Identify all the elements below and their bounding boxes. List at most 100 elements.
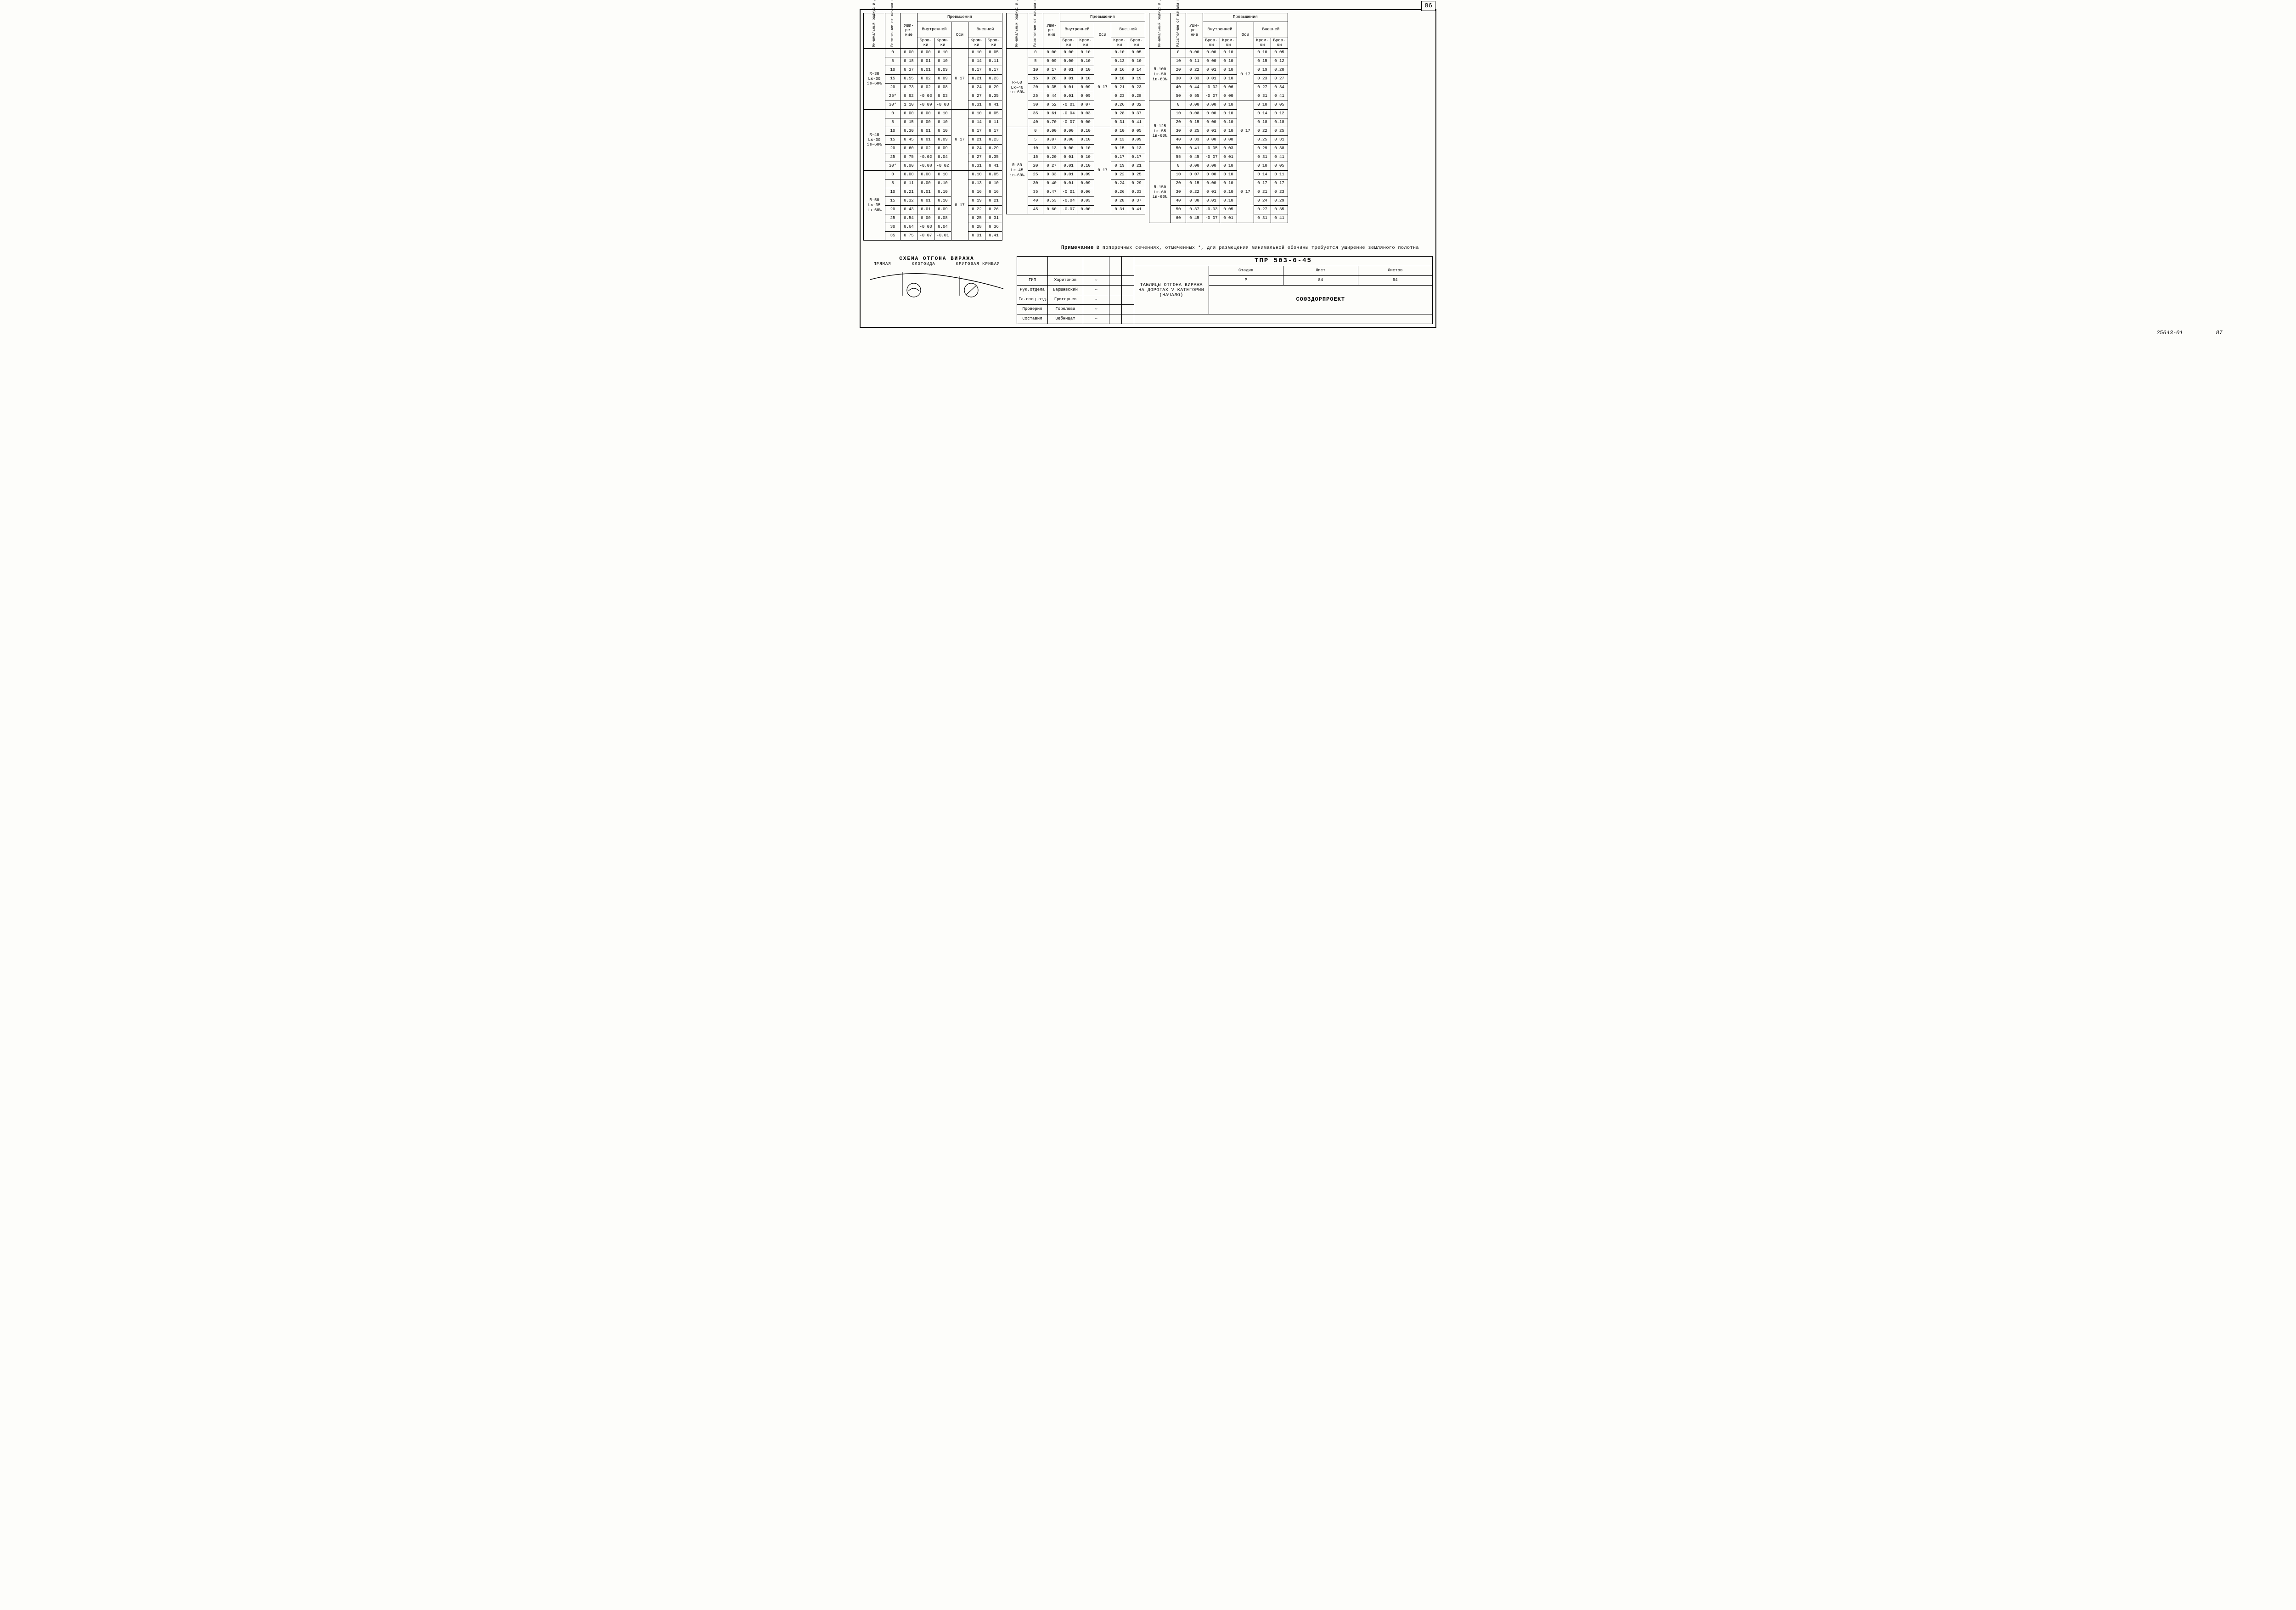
cell: 0 00 [1203,171,1220,180]
cell: 0 43 [900,206,917,214]
cell: 20 [1028,84,1043,92]
cell: 0.31 [968,162,985,171]
page-number-top: 86 [1421,1,1435,11]
cell: 0.00 [1203,162,1220,171]
cell: 0 26 [1043,75,1060,84]
cell: 0.27 [1254,206,1271,214]
cell: 0.30 [900,127,917,136]
cell: 0 00 [1220,92,1237,101]
cell: 0 09 [934,75,951,84]
cell: 0.29 [985,145,1002,153]
tb-sheets-h: Листов [1358,266,1433,276]
drawing-frame: 86 Минимальный радиус и длина клотоиды, … [860,9,1436,328]
cell: 0 37 [1128,110,1145,118]
cell: -0.02 [917,153,934,162]
group-label: R-60 Lк-40 iв-60‰ [1007,49,1028,127]
cell: 0 10 [1220,110,1237,118]
cell: 0 00 [917,118,934,127]
cell: 0 25 [1186,127,1203,136]
cell: 0.13 [968,180,985,188]
cell: 0 27 [1043,162,1060,171]
cell: 0.01 [1060,171,1077,180]
cell: 0 16 [968,188,985,197]
table-row: R-40 Lк-30 iв-60‰00 000 000 100 170 100 … [864,110,1002,118]
group-label: R-30 Lк-30 iв-60‰ [864,49,885,110]
cell: -0.03 [1203,206,1220,214]
cell: 10 [1171,171,1186,180]
role-4-n: Зебницат [1048,314,1083,324]
role-1-t: Рук.отдела [1017,286,1048,295]
cell: 0 01 [917,136,934,145]
role-2-t: Гл.спец.отд. [1017,295,1048,305]
cell: 0 16 [985,188,1002,197]
cell: 0 10 [1220,101,1237,110]
doc-number: 25643-01 [2156,330,2183,336]
cell: 0 24 [968,145,985,153]
cell: 0 14 [1128,66,1145,75]
cell: 0 92 [900,92,917,101]
h-osi: Оси [1237,22,1254,49]
cell: 0 14 [968,57,985,66]
cell: 0.00 [1186,101,1203,110]
cell: 25 [1028,92,1043,101]
cell: 0 25 [1128,171,1145,180]
schema-label-3: КРУГОВАЯ КРИВАЯ [956,262,1000,266]
cell: 0.35 [985,153,1002,162]
cell: 0 55 [1186,92,1203,101]
cell: 25 [885,214,900,223]
role-0-n: Харитонов [1048,276,1083,286]
cell: 0.17 [985,66,1002,75]
cell: 0 27 [1254,84,1271,92]
cell: 0 73 [900,84,917,92]
cell: 0 31 [1254,92,1271,101]
cell-osi: 0 17 [1237,49,1254,101]
cell: -0 07 [917,232,934,241]
tb-sheet: 84 [1283,276,1358,286]
cell: 0 19 [1111,162,1128,171]
cell: 20 [1171,118,1186,127]
cell: 0 52 [1043,101,1060,110]
h-outer: Внешней [1254,22,1288,38]
h-krom-out: Кром- ки [1111,38,1128,49]
cell: 0 23 [1271,188,1288,197]
cell: 0.09 [934,66,951,75]
cell: 0 22 [1254,127,1271,136]
cell: 0 01 [917,197,934,206]
note-block: Примечание В поперечных сечениях, отмече… [863,245,1433,251]
cell: 0.10 [934,180,951,188]
cell: 0.10 [934,197,951,206]
cell: 0 05 [1271,101,1288,110]
cell: 0.00 [900,171,917,180]
cell: 0 41 [1128,118,1145,127]
cell: 0 75 [900,153,917,162]
cell: 0 41 [1271,214,1288,223]
h-inner: Внутренней [917,22,951,38]
cell: 0 28 [968,223,985,232]
cell: 0 15 [900,118,917,127]
data-table-0: Минимальный радиус и длина клотоиды, укл… [863,13,1002,241]
cell: 35 [1028,110,1043,118]
cell: 0 09 [1077,84,1094,92]
cell: 0.70 [1043,118,1060,127]
cell: 20 [885,145,900,153]
cell: 0 15 [1186,180,1203,188]
cell: 0 10 [1254,162,1271,171]
footer: СХЕМА ОТГОНА ВИРАЖА ПРЯМАЯ КЛОТОИДА КРУГ… [863,256,1433,324]
cell: 5 [1028,136,1043,145]
cell: 15 [885,136,900,145]
cell: 0 12 [1271,57,1288,66]
cell: 0 05 [1271,49,1288,57]
cell-osi: 0 17 [1094,49,1111,127]
cell: 0 15 [1186,118,1203,127]
cell: 0.54 [900,214,917,223]
group-label: R-125 Lк-55 iв-60‰ [1149,101,1171,162]
cell: 0 09 [1077,92,1094,101]
cell: 0.00 [1077,206,1094,214]
cell: 0 10 [968,49,985,57]
cell: 0 [1171,101,1186,110]
cell: 30 [1171,127,1186,136]
cell: 0 01 [1060,84,1077,92]
cell: 0 27 [968,92,985,101]
cell: 0 10 [1220,162,1237,171]
cell: 0 10 [934,127,951,136]
